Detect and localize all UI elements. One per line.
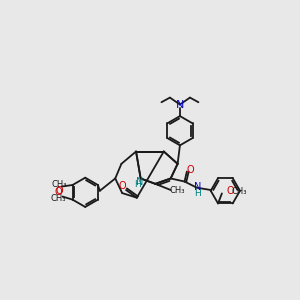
Text: CH₃: CH₃	[51, 194, 66, 203]
Text: N: N	[176, 100, 184, 110]
Text: CH₃: CH₃	[52, 180, 67, 189]
Text: H: H	[194, 189, 201, 198]
Text: O: O	[55, 187, 62, 197]
Text: N: N	[136, 176, 144, 187]
Text: N: N	[194, 182, 201, 192]
Text: CH₃: CH₃	[170, 186, 185, 195]
Text: O: O	[56, 186, 63, 196]
Text: O: O	[226, 186, 234, 196]
Text: O: O	[187, 165, 194, 175]
Text: O: O	[118, 181, 126, 191]
Text: H: H	[134, 180, 141, 189]
Text: CH₃: CH₃	[231, 188, 247, 196]
